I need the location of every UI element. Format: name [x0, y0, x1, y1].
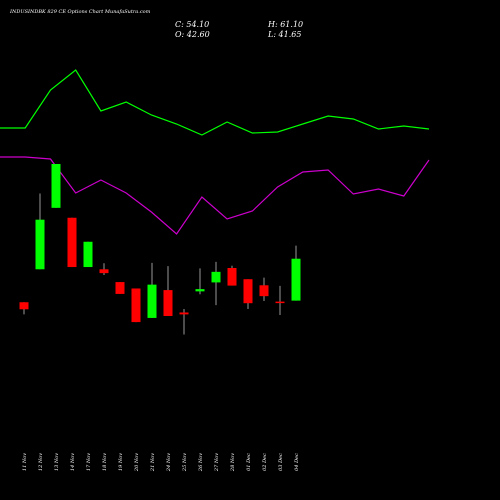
candle	[35, 193, 45, 270]
candle	[19, 302, 29, 315]
candle-body	[211, 271, 221, 283]
candle	[291, 245, 301, 301]
x-tick-label: 12 Nov	[38, 453, 44, 471]
candle	[147, 262, 157, 318]
x-tick-label: 21 Nov	[150, 453, 156, 472]
candle	[115, 282, 125, 294]
candle-body	[243, 279, 253, 304]
candle-body	[131, 288, 141, 323]
x-axis: 11 Nov 12 Nov 13 Nov 14 Nov 17 Nov 18 Nov 19 N…	[22, 453, 300, 472]
candle-body	[19, 302, 29, 310]
x-tick-label: 03 Dec	[278, 453, 284, 471]
candle	[163, 266, 173, 316]
candles-group	[19, 164, 301, 335]
candle-body	[147, 284, 157, 318]
candle-body	[275, 301, 285, 304]
open-value: O: 42.60	[175, 30, 210, 39]
candle	[67, 217, 77, 268]
candle-body	[67, 217, 77, 268]
chart-title: INDUSINDBK 829 CE Options Chart MunafaSu…	[9, 9, 151, 15]
x-tick-label: 01 Dec	[246, 453, 252, 471]
x-tick-label: 18 Nov	[102, 453, 108, 471]
indicator-lines	[0, 69, 430, 235]
candle-body	[291, 258, 301, 301]
indicator-line-2	[0, 156, 430, 235]
candle	[243, 279, 253, 309]
candle-body	[99, 269, 109, 274]
candle-body	[35, 219, 45, 270]
candle	[275, 285, 285, 316]
candle-body	[179, 312, 189, 315]
indicator-line-1	[0, 69, 430, 136]
candle	[51, 164, 61, 208]
candle	[99, 263, 109, 276]
candle-body	[51, 164, 61, 208]
x-tick-label: 13 Nov	[54, 453, 60, 471]
x-tick-label: 24 Nov	[166, 453, 172, 472]
x-tick-label: 19 Nov	[118, 453, 124, 471]
candle-body	[163, 290, 173, 316]
candle	[83, 241, 93, 268]
candle-body	[227, 268, 237, 286]
x-tick-label: 28 Nov	[230, 453, 236, 472]
candle	[211, 261, 221, 306]
x-tick-label: 14 Nov	[70, 453, 76, 471]
x-tick-label: 26 Nov	[198, 453, 204, 472]
candle-body	[259, 285, 269, 297]
candle	[259, 277, 269, 301]
x-tick-label: 17 Nov	[86, 453, 92, 471]
x-tick-label: 02 Dec	[262, 453, 268, 471]
candle	[179, 308, 189, 335]
high-value: H: 61.10	[267, 20, 303, 29]
candle	[131, 288, 141, 323]
close-value: C: 54.10	[175, 20, 209, 29]
x-tick-label: 11 Nov	[22, 453, 28, 471]
candle-body	[83, 241, 93, 268]
x-tick-label: 27 Nov	[214, 453, 220, 472]
x-tick-label: 25 Nov	[182, 453, 188, 472]
candle-body	[115, 282, 125, 294]
candle	[227, 265, 237, 286]
candle-body	[195, 289, 205, 292]
candle	[195, 268, 205, 295]
low-value: L: 41.65	[267, 30, 301, 39]
x-tick-label: 04 Dec	[294, 453, 300, 471]
x-tick-label: 20 Nov	[134, 453, 140, 472]
